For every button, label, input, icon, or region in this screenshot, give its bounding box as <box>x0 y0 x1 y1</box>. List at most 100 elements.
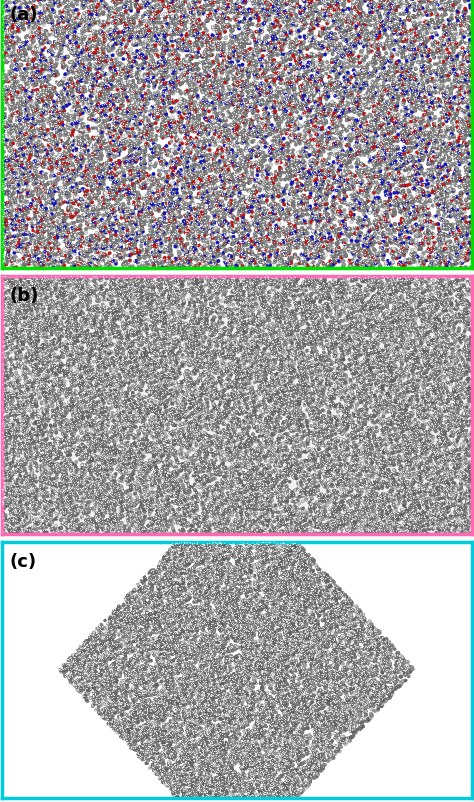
Point <box>246 678 254 691</box>
Point <box>445 411 453 423</box>
Point <box>249 91 257 103</box>
Point <box>80 296 88 309</box>
Point <box>204 419 212 431</box>
Point <box>206 403 213 416</box>
Point <box>277 634 285 646</box>
Point <box>26 184 34 197</box>
Point <box>449 33 456 46</box>
Point <box>180 26 188 39</box>
Point <box>292 288 300 301</box>
Point <box>302 39 310 52</box>
Point <box>108 455 115 468</box>
Point <box>155 417 163 430</box>
Point <box>197 564 204 577</box>
Point <box>165 673 173 686</box>
Point <box>331 320 338 333</box>
Point <box>283 586 291 599</box>
Point <box>84 283 92 296</box>
Point <box>381 130 389 143</box>
Point <box>185 640 192 653</box>
Point <box>278 81 285 94</box>
Point <box>231 394 238 407</box>
Point <box>134 50 142 63</box>
Point <box>381 400 388 413</box>
Point <box>26 275 34 288</box>
Point <box>459 464 466 477</box>
Point <box>347 225 355 238</box>
Point <box>325 472 332 484</box>
Point <box>151 387 159 400</box>
Point <box>292 334 300 346</box>
Point <box>324 158 332 171</box>
Point <box>416 187 424 200</box>
Point <box>198 657 206 670</box>
Point <box>362 524 370 537</box>
Point <box>18 329 25 342</box>
Point <box>96 377 103 390</box>
Point <box>201 772 209 784</box>
Point <box>206 455 214 468</box>
Point <box>245 200 252 213</box>
Point <box>166 587 174 600</box>
Point <box>149 326 157 338</box>
Point <box>460 525 467 537</box>
Point <box>404 30 412 43</box>
Point <box>293 662 301 675</box>
Point <box>251 129 258 142</box>
Point <box>393 473 401 486</box>
Point <box>286 704 294 717</box>
Point <box>133 423 140 435</box>
Point <box>137 116 145 129</box>
Point <box>356 55 363 67</box>
Point <box>158 641 165 654</box>
Point <box>257 629 265 642</box>
Point <box>301 103 309 115</box>
Point <box>409 58 416 71</box>
Point <box>234 558 242 571</box>
Point <box>159 123 167 136</box>
Point <box>163 679 171 692</box>
Point <box>381 524 388 537</box>
Point <box>279 449 286 462</box>
Point <box>54 338 61 350</box>
Point <box>204 290 211 302</box>
Point <box>278 273 286 286</box>
Point <box>220 674 228 687</box>
Point <box>104 310 112 323</box>
Point <box>275 233 283 245</box>
Point <box>304 228 311 241</box>
Point <box>354 23 361 36</box>
Point <box>16 255 23 268</box>
Point <box>262 253 270 266</box>
Point <box>69 385 77 398</box>
Point <box>66 63 73 76</box>
Point <box>222 623 229 636</box>
Point <box>177 598 184 611</box>
Point <box>185 388 193 401</box>
Point <box>104 62 111 75</box>
Point <box>77 330 84 342</box>
Point <box>132 404 139 417</box>
Point <box>431 170 438 183</box>
Point <box>30 414 37 427</box>
Point <box>320 463 328 476</box>
Point <box>27 147 35 160</box>
Point <box>10 222 18 235</box>
Point <box>167 570 175 583</box>
Point <box>393 151 401 164</box>
Point <box>289 601 297 614</box>
Point <box>233 448 241 461</box>
Point <box>307 496 314 509</box>
Point <box>76 294 83 306</box>
Point <box>117 716 125 729</box>
Point <box>177 500 184 512</box>
Point <box>246 296 253 309</box>
Point <box>213 122 220 135</box>
Point <box>155 403 163 416</box>
Point <box>232 622 240 635</box>
Point <box>123 734 130 747</box>
Point <box>376 38 383 51</box>
Point <box>191 83 198 95</box>
Point <box>230 366 238 379</box>
Point <box>276 602 284 615</box>
